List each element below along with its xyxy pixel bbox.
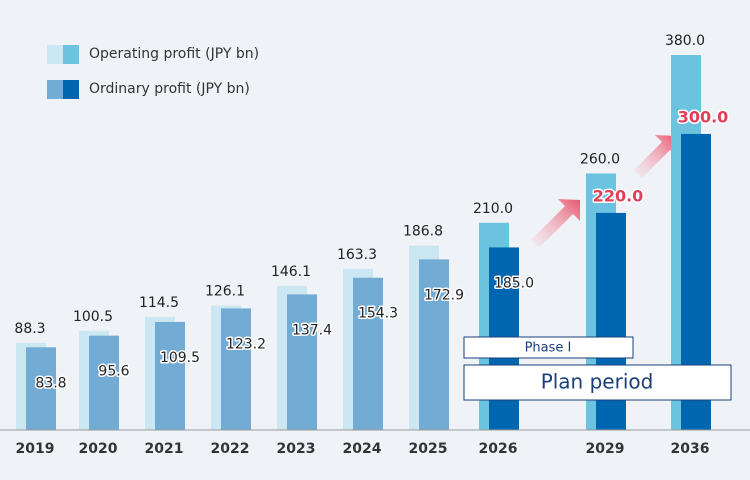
bar (26, 347, 56, 430)
legend-swatch (47, 45, 63, 64)
value-label: 186.8 (403, 224, 443, 240)
value-label: 146.1 (271, 264, 311, 280)
value-label: 100.5 (73, 309, 113, 325)
x-tick-label: 2026 (479, 441, 518, 457)
legend-label: Ordinary profit (JPY bn) (89, 81, 250, 97)
x-tick-label: 2021 (145, 441, 184, 457)
x-tick-label: 2019 (16, 441, 55, 457)
x-tick-label: 2020 (79, 441, 118, 457)
x-tick-label: 2036 (671, 441, 710, 457)
legend-label: Operating profit (JPY bn) (89, 46, 259, 62)
x-tick-label: 2022 (211, 441, 250, 457)
bar (155, 321, 185, 430)
value-label: 380.0 (665, 33, 705, 49)
value-label: 114.5 (139, 295, 179, 311)
growth-arrow (531, 199, 580, 248)
x-tick-label: 2029 (586, 441, 625, 457)
value-label: 83.8 (35, 375, 66, 391)
bar (353, 277, 383, 430)
value-label: 220.0 (593, 186, 644, 205)
legend-swatch (63, 45, 79, 64)
legend-swatch (47, 80, 63, 99)
plan-box (463, 364, 732, 401)
x-tick-label: 2024 (343, 441, 382, 457)
phase-label: Phase I (525, 341, 572, 356)
value-label: 88.3 (14, 321, 45, 337)
growth-arrow (634, 135, 677, 178)
value-label: 137.4 (292, 322, 332, 338)
value-label: 172.9 (424, 287, 464, 303)
value-label: 123.2 (226, 336, 266, 352)
value-label: 154.3 (358, 306, 398, 322)
plan-label: Plan period (541, 370, 654, 394)
x-tick-label: 2023 (277, 441, 316, 457)
phase-box (463, 336, 634, 359)
bar (221, 308, 251, 430)
value-label: 126.1 (205, 284, 245, 300)
bar (287, 294, 317, 430)
value-label: 260.0 (580, 151, 620, 167)
value-label: 300.0 (678, 107, 729, 126)
legend-swatch (63, 80, 79, 99)
value-label: 109.5 (160, 350, 200, 366)
x-tick-label: 2025 (409, 441, 448, 457)
value-label: 95.6 (98, 364, 129, 380)
value-label: 210.0 (473, 201, 513, 217)
bar (419, 259, 449, 430)
value-label: 185.0 (494, 275, 534, 291)
bar (89, 335, 119, 430)
value-label: 163.3 (337, 247, 377, 263)
